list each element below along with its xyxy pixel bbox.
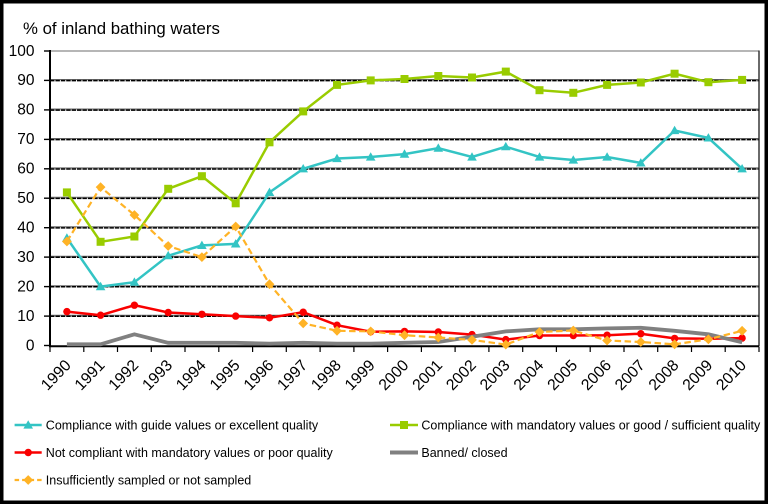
svg-text:70: 70 [17,131,35,148]
svg-text:Compliance with mandatory valu: Compliance with mandatory values or good… [421,418,761,432]
svg-text:20: 20 [17,278,35,295]
svg-text:Not compliant with mandatory v: Not compliant with mandatory values or p… [46,446,334,460]
svg-text:40: 40 [17,220,35,237]
svg-text:50: 50 [17,190,35,207]
svg-text:% of inland bathing waters: % of inland bathing waters [23,19,220,38]
svg-text:Insufficiently sampled or not: Insufficiently sampled or not sampled [46,473,251,487]
svg-text:10: 10 [17,308,35,325]
svg-text:90: 90 [17,72,35,89]
svg-text:Compliance with guide values o: Compliance with guide values or excellen… [46,418,319,432]
svg-text:80: 80 [17,102,35,119]
svg-text:60: 60 [17,161,35,178]
svg-text:30: 30 [17,249,35,266]
svg-text:100: 100 [9,43,35,60]
svg-text:0: 0 [26,337,35,354]
svg-text:Banned/ closed: Banned/ closed [421,446,507,460]
